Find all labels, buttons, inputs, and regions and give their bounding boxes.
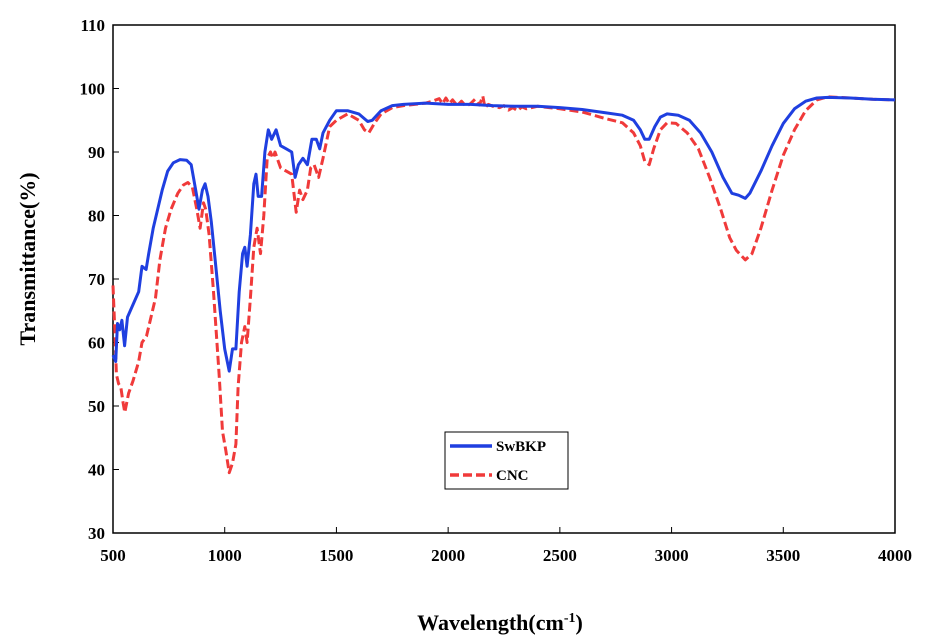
y-tick-label: 50: [88, 397, 105, 416]
legend-box: [444, 431, 569, 490]
y-tick-label: 30: [88, 524, 105, 543]
x-tick-label: 3500: [766, 546, 800, 565]
x-axis: 500 1000 1500 2000 2500 3000 3500 4000: [100, 527, 912, 565]
legend: SwBKP CNC: [444, 431, 569, 490]
x-axis-title-superscript: -1: [564, 611, 576, 626]
y-tick-label: 90: [88, 143, 105, 162]
y-tick-label: 100: [80, 80, 106, 99]
x-tick-label: 2000: [431, 546, 465, 565]
legend-cnc-label: CNC: [496, 468, 529, 484]
x-axis-title-main: Wavelength(cm: [417, 610, 564, 635]
legend-swbkp-label: SwBKP: [496, 439, 546, 455]
x-tick-label: 1000: [208, 546, 242, 565]
x-tick-label: 2500: [543, 546, 577, 565]
y-tick-label: 70: [88, 270, 105, 289]
y-tick-label: 80: [88, 207, 105, 226]
y-axis: 30 40 50 60 70 80 90 100 110: [80, 16, 119, 543]
x-tick-label: 500: [100, 546, 126, 565]
x-tick-label: 3000: [655, 546, 689, 565]
x-axis-title-end: ): [576, 610, 583, 635]
x-tick-label: 4000: [878, 546, 912, 565]
series-line-swbkp: [111, 95, 896, 373]
y-tick-label: 40: [88, 461, 105, 480]
series-layer: [111, 94, 896, 475]
series-line-cnc: [111, 94, 896, 475]
y-tick-label: 110: [80, 16, 105, 35]
y-axis-title: Transmittance(%): [15, 172, 40, 345]
y-tick-label: 60: [88, 334, 105, 353]
x-axis-title: Wavelength(cm-1): [417, 610, 583, 635]
x-tick-label: 1500: [319, 546, 353, 565]
